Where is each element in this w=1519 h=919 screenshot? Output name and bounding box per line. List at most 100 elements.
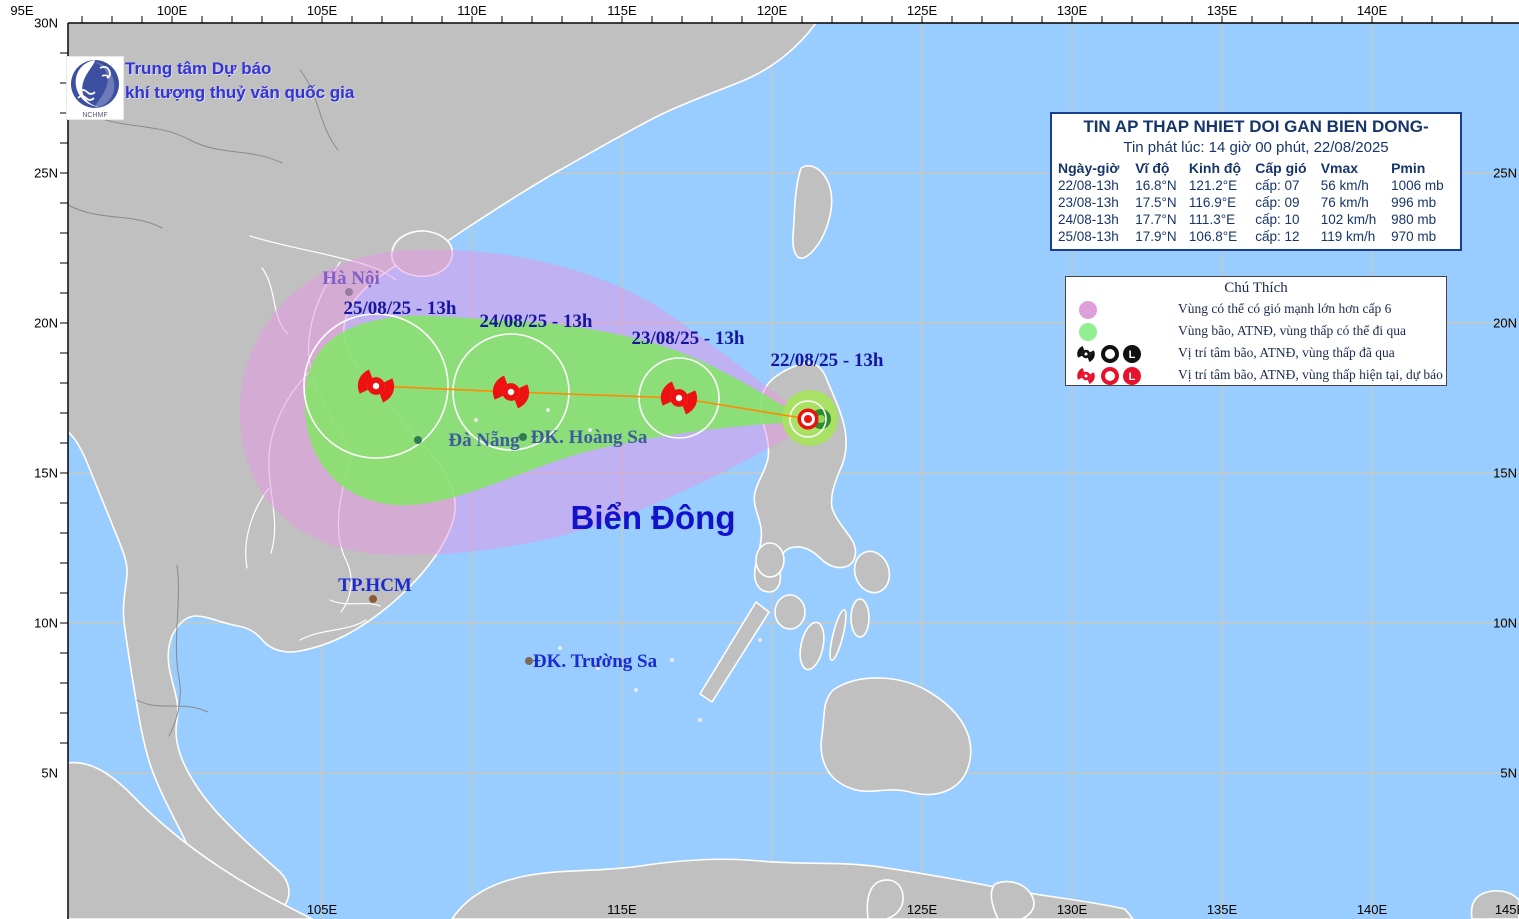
storm-pass-area [304, 315, 800, 506]
lon-label-bottom: 135E [1206, 902, 1238, 917]
bulletin-cell: 56 km/h [1320, 178, 1369, 193]
lon-label-bottom: 115E [607, 902, 637, 917]
bulletin-cell: 106.8°E [1188, 229, 1238, 244]
green-area-icon [1079, 323, 1097, 341]
bulletin-issued: Tin phát lúc: 14 giờ 00 phút, 22/08/2025 [1123, 139, 1389, 156]
bulletin-cell: 76 km/h [1320, 195, 1369, 210]
lat-label-left: 20N [34, 315, 58, 331]
track-line [375, 385, 809, 420]
plum-area-icon [1079, 301, 1097, 319]
bulletin-row: 22/08-13h 16.8°N 121.2°E cấp: 07 56 km/h 1006… [1056, 177, 1456, 194]
bulletin-cell: 1006 mb [1391, 178, 1444, 193]
lon-label-top: 95E [10, 3, 34, 18]
lon-label-bottom: 130E [1056, 902, 1088, 917]
city-dot [369, 595, 377, 603]
legend-box: Chú Thích Vùng có thể có gió mạnh lớn hơ… [1065, 276, 1447, 387]
bulletin-col-header: Ngày-giờ [1058, 160, 1120, 176]
bulletin-cell: cấp: 12 [1255, 229, 1300, 244]
bulletin-cell: cấp: 09 [1255, 195, 1300, 210]
bulletin-col-header: Pmin [1391, 160, 1426, 176]
bulletin-table-header: Ngày-giờ Vĩ độ Kinh độ Cấp gió Vmax Pmin [1056, 159, 1456, 177]
legend-item: Vùng có thể có gió mạnh lớn hơn cấp 6 [1066, 299, 1446, 321]
city-label: Hà Nội [322, 267, 380, 289]
lon-label-top: 135E [1206, 3, 1238, 18]
bulletin-cell: 116.9°E [1188, 195, 1237, 210]
bulletin-cell: 17.9°N [1135, 229, 1177, 244]
taiwan-island [792, 165, 833, 259]
uncertainty-circle [452, 333, 570, 451]
legend-item-label: Vị trí tâm bão, ATNĐ, vùng thấp đã qua [1178, 345, 1395, 360]
cebu-island [829, 608, 847, 662]
sumatra-island [67, 761, 313, 919]
uncertainty-circle [638, 357, 720, 439]
bulletin-cell: cấp: 07 [1255, 178, 1300, 193]
logo-text: NCHMF [82, 112, 107, 119]
bulletin-row: 24/08-13h 17.7°N 111.3°E cấp: 10 102 km/h 980… [1056, 211, 1456, 228]
bulletin-col-header: Cấp gió [1255, 160, 1307, 176]
uncertainty-circle [303, 313, 449, 459]
negros-island [799, 621, 825, 671]
bulletin-cell: 111.3°E [1188, 212, 1236, 227]
sulawesi-tip [866, 879, 904, 919]
lat-label-left: 5N [41, 765, 58, 781]
city-label: Đà Nẵng [448, 430, 520, 451]
bulletin-cell: 996 mb [1391, 195, 1437, 210]
lat-label-left: 10N [34, 615, 58, 631]
storm-symbols [352, 362, 819, 430]
legend-item-label: Vị trí tâm bão, ATNĐ, vùng thấp hiện tại… [1178, 367, 1443, 382]
mindoro-island [755, 542, 785, 578]
city-dot [519, 433, 527, 441]
lon-label-top: 100E [156, 3, 188, 18]
bulletin-col-header: Vmax [1320, 160, 1359, 176]
lat-label-right: 15N [1493, 465, 1517, 481]
leyte-island [850, 598, 870, 638]
panay-island [774, 594, 806, 630]
bulletin-row: 25/08-13h 17.9°N 106.8°E cấp: 12 119 km/h 970… [1056, 228, 1456, 245]
bulletin-box: TIN AP THAP NHIET DOI GAN BIEN DONG- Tin… [1050, 112, 1462, 251]
bulletin-cell: 17.5°N [1135, 195, 1177, 210]
bulletin-col-header: Kinh độ [1188, 160, 1242, 176]
top-axis-margin [0, 0, 1519, 23]
svg-text:L: L [1129, 349, 1136, 361]
track-date-label: 22/08/25 - 13h [770, 350, 884, 371]
bulletin-cell: 16.8°N [1135, 178, 1177, 193]
track-date-label: 23/08/25 - 13h [631, 328, 745, 349]
sea-name-label: Biển Đông [570, 499, 736, 536]
org-title-line1: Trung tâm Dự báo [125, 59, 272, 78]
palawan-island [699, 601, 770, 703]
mindanao-island [820, 677, 972, 796]
lat-label-right: 5N [1500, 765, 1517, 781]
axis-ticks [60, 16, 1493, 744]
bulletin-cell: 119 km/h [1320, 229, 1376, 244]
lat-label-left: 25N [34, 165, 58, 181]
halmahera-tip [1470, 890, 1519, 919]
lon-label-top: 115E [607, 3, 637, 18]
reef-specks [474, 408, 762, 722]
bulletin-col-header: Vĩ độ [1135, 160, 1170, 176]
forecast-symbols-icon: L [1074, 365, 1141, 387]
samar-island [853, 550, 891, 594]
bulletin-cell: 980 mb [1391, 212, 1437, 227]
legend-item: L Vị trí tâm bão, ATNĐ, vùng thấp hiện t… [1066, 365, 1446, 387]
city-label: TP.HCM [338, 575, 412, 596]
current-low-position-icon [797, 408, 819, 430]
uncertainty-circle [789, 400, 827, 438]
moluccas-tip [990, 880, 1035, 919]
lat-label-left: 15N [34, 465, 58, 481]
left-axis-margin [0, 0, 68, 919]
org-title-line2: khí tượng thuỷ văn quốc gia [125, 83, 355, 102]
lon-label-bottom: 145E [1494, 902, 1519, 917]
track-polyline [375, 385, 809, 420]
svg-text:L: L [1129, 371, 1136, 383]
lon-label-bottom: 105E [306, 902, 338, 917]
legend-item-label: Vùng có thể có gió mạnh lớn hơn cấp 6 [1178, 301, 1392, 316]
lon-label-top: 110E [457, 3, 487, 18]
bulletin-cell: 23/08-13h [1058, 195, 1119, 210]
lon-label-top: 125E [906, 3, 938, 18]
bulletin-cell: 121.2°E [1188, 178, 1238, 193]
lon-label-top: 140E [1356, 3, 1388, 18]
bulletin-cell: 17.7°N [1135, 212, 1177, 227]
track-date-label: 25/08/25 - 13h [343, 298, 457, 319]
forecast-circles [303, 313, 827, 459]
legend-item-label: Vùng bão, ATNĐ, vùng thấp có thể đi qua [1178, 323, 1406, 338]
